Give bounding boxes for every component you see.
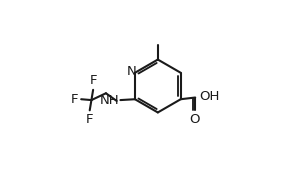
Text: NH: NH [99, 94, 119, 108]
Text: N: N [126, 65, 136, 78]
Text: F: F [86, 113, 93, 126]
Text: F: F [89, 74, 97, 87]
Text: OH: OH [200, 90, 220, 103]
Text: O: O [189, 113, 199, 126]
Text: F: F [71, 93, 78, 106]
